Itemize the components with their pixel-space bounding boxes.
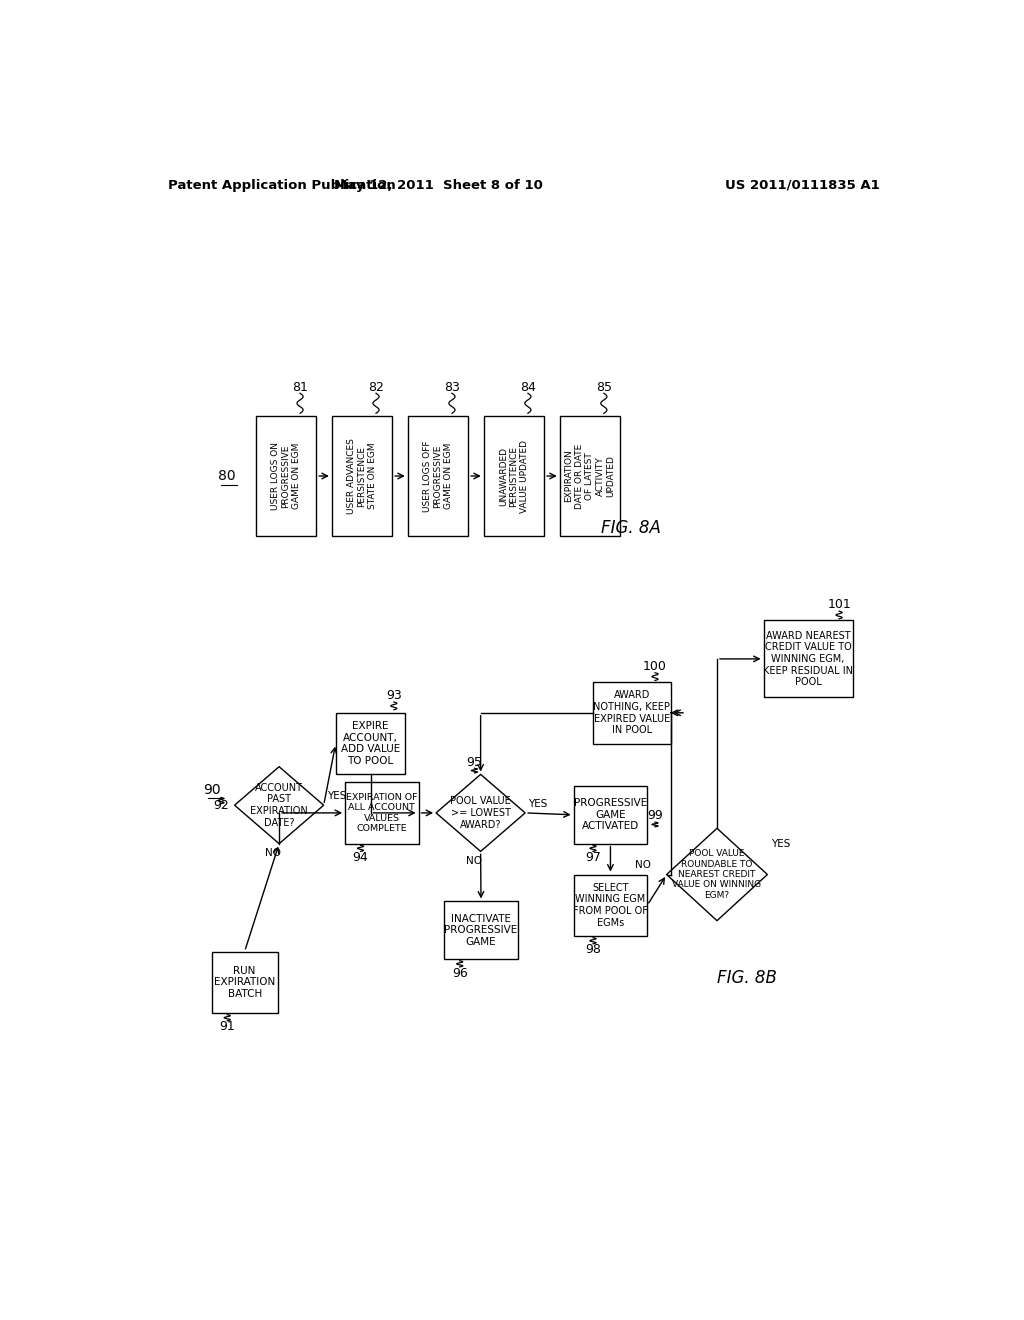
Text: 99: 99 — [647, 809, 663, 822]
Text: EXPIRATION OF
ALL ACCOUNT
VALUES
COMPLETE: EXPIRATION OF ALL ACCOUNT VALUES COMPLET… — [346, 793, 418, 833]
Text: 85: 85 — [596, 380, 612, 393]
Text: 82: 82 — [368, 380, 384, 393]
Text: US 2011/0111835 A1: US 2011/0111835 A1 — [725, 178, 880, 191]
Text: YES: YES — [327, 791, 346, 801]
Text: AWARD NEAREST
CREDIT VALUE TO
WINNING EGM,
KEEP RESIDUAL IN
POOL: AWARD NEAREST CREDIT VALUE TO WINNING EG… — [763, 631, 853, 688]
FancyBboxPatch shape — [764, 620, 853, 697]
Text: 100: 100 — [643, 660, 667, 673]
Text: 98: 98 — [585, 944, 601, 957]
Text: NO: NO — [265, 847, 281, 858]
Text: SELECT
WINNING EGM
FROM POOL OF
EGMs: SELECT WINNING EGM FROM POOL OF EGMs — [573, 883, 648, 928]
FancyBboxPatch shape — [573, 785, 647, 843]
FancyBboxPatch shape — [560, 416, 621, 536]
Text: 95: 95 — [467, 755, 482, 768]
FancyBboxPatch shape — [483, 416, 544, 536]
FancyBboxPatch shape — [593, 682, 671, 743]
FancyBboxPatch shape — [212, 952, 278, 1014]
Text: 92: 92 — [213, 799, 229, 812]
Text: 93: 93 — [386, 689, 401, 702]
FancyBboxPatch shape — [444, 902, 518, 960]
Text: 83: 83 — [444, 380, 460, 393]
Polygon shape — [234, 767, 324, 843]
Text: Patent Application Publication: Patent Application Publication — [168, 178, 396, 191]
Text: 81: 81 — [292, 380, 308, 393]
Text: INACTIVATE
PROGRESSIVE
GAME: INACTIVATE PROGRESSIVE GAME — [444, 913, 518, 946]
Text: NO: NO — [635, 861, 651, 870]
Text: POOL VALUE
ROUNDABLE TO
NEAREST CREDIT
VALUE ON WINNING
EGM?: POOL VALUE ROUNDABLE TO NEAREST CREDIT V… — [673, 849, 762, 900]
Text: FIG. 8B: FIG. 8B — [717, 969, 777, 987]
Text: YES: YES — [771, 838, 791, 849]
Text: 91: 91 — [219, 1020, 236, 1034]
Text: 84: 84 — [520, 380, 536, 393]
FancyBboxPatch shape — [332, 416, 392, 536]
Polygon shape — [667, 829, 767, 921]
Text: RUN
EXPIRATION
BATCH: RUN EXPIRATION BATCH — [214, 966, 275, 999]
Text: PROGRESSIVE
GAME
ACTIVATED: PROGRESSIVE GAME ACTIVATED — [573, 799, 647, 832]
Text: USER ADVANCES
PERSISTENCE
STATE ON EGM: USER ADVANCES PERSISTENCE STATE ON EGM — [347, 438, 377, 513]
Text: USER LOGS OFF
PROGRESSIVE
GAME ON EGM: USER LOGS OFF PROGRESSIVE GAME ON EGM — [423, 441, 453, 512]
Text: 96: 96 — [452, 966, 468, 979]
Text: May 12, 2011  Sheet 8 of 10: May 12, 2011 Sheet 8 of 10 — [334, 178, 543, 191]
Text: 80: 80 — [218, 469, 236, 483]
Text: FIG. 8A: FIG. 8A — [601, 519, 660, 537]
Text: ACCOUNT
PAST
EXPIRATION
DATE?: ACCOUNT PAST EXPIRATION DATE? — [250, 783, 308, 828]
Text: UNAWARDED
PERSISTENCE
VALUE UPDATED: UNAWARDED PERSISTENCE VALUE UPDATED — [499, 440, 528, 512]
Polygon shape — [436, 775, 525, 851]
Text: 101: 101 — [827, 598, 851, 611]
FancyBboxPatch shape — [573, 875, 647, 936]
FancyBboxPatch shape — [336, 713, 406, 775]
FancyBboxPatch shape — [408, 416, 468, 536]
FancyBboxPatch shape — [345, 781, 419, 843]
FancyBboxPatch shape — [256, 416, 316, 536]
Text: YES: YES — [528, 799, 548, 809]
Text: USER LOGS ON
PROGRESSIVE
GAME ON EGM: USER LOGS ON PROGRESSIVE GAME ON EGM — [271, 442, 301, 510]
Text: EXPIRATION
DATE OR DATE
OF LATEST
ACTIVITY
UPDATED: EXPIRATION DATE OR DATE OF LATEST ACTIVI… — [564, 444, 615, 508]
Text: EXPIRE
ACCOUNT,
ADD VALUE
TO POOL: EXPIRE ACCOUNT, ADD VALUE TO POOL — [341, 721, 400, 766]
Text: AWARD
NOTHING, KEEP
EXPIRED VALUE
IN POOL: AWARD NOTHING, KEEP EXPIRED VALUE IN POO… — [593, 690, 670, 735]
Text: 97: 97 — [585, 851, 601, 865]
Text: NO: NO — [466, 855, 482, 866]
Text: 94: 94 — [352, 851, 369, 865]
Text: POOL VALUE
>= LOWEST
AWARD?: POOL VALUE >= LOWEST AWARD? — [451, 796, 511, 829]
Text: 90: 90 — [203, 783, 220, 797]
